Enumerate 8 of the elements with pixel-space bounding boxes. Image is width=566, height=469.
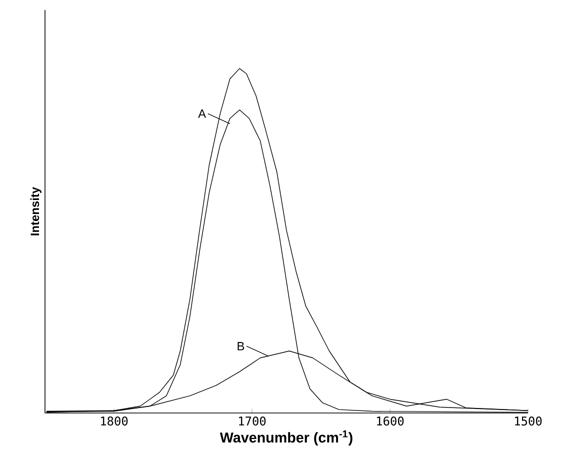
x-tick-label: 1800 <box>101 416 128 426</box>
y-axis-title: Intensity <box>30 186 42 236</box>
annotation: B <box>238 342 244 350</box>
x-tick-label: 1700 <box>239 416 266 426</box>
annotation: A <box>198 110 206 118</box>
x-tick-label: 1500 <box>515 416 542 426</box>
x-tick-label: 1600 <box>377 416 404 426</box>
x-axis-title: Wavenumber (cm$^{-1}$) <box>220 430 352 446</box>
